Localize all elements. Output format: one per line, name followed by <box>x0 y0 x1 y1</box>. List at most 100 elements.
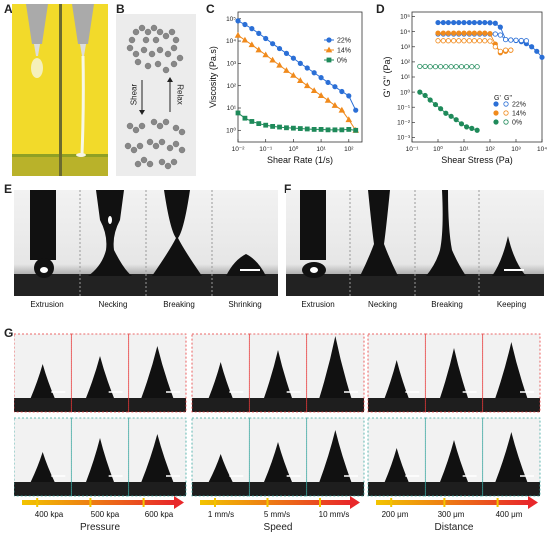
gprime-point <box>487 30 493 37</box>
panel-label-d: D <box>376 2 385 16</box>
legend-marker-gprime <box>493 119 499 125</box>
legend-marker-gdoubleprime <box>503 101 509 107</box>
data-point <box>297 60 303 66</box>
panel-b-schematic-svg <box>124 24 186 170</box>
tick-speed-3: 10 mm/s <box>318 510 350 519</box>
gdoubleprime-point <box>464 64 470 70</box>
gdoubleprime-point <box>482 38 488 44</box>
printed-droplet <box>495 342 528 398</box>
caption-shrinking: Shrinking <box>228 300 262 309</box>
y-tick-label: 10³ <box>401 44 411 51</box>
data-point <box>262 51 269 58</box>
gprime-point <box>453 117 459 123</box>
group-arrow-head <box>350 496 360 509</box>
data-point <box>276 45 283 52</box>
data-point <box>249 26 255 32</box>
legend-marker-gdoubleprime <box>503 119 509 125</box>
panel-f-sequence: Extrusion Necking Breaking Keeping <box>286 190 544 312</box>
legend-marker <box>326 37 332 43</box>
data-point <box>318 127 324 132</box>
panel-e-frames-svg <box>14 190 278 296</box>
legend-label: 0% <box>337 58 347 65</box>
g-frame-border <box>128 333 187 413</box>
tick-distance-1: 200 μm <box>381 510 409 519</box>
gprime-point <box>487 20 493 26</box>
x-axis-label: Shear Rate (1/s) <box>267 155 333 165</box>
panel-a-nozzles-svg <box>12 4 108 176</box>
x-tick-label: 10⁻¹ <box>406 146 420 153</box>
x-tick-label: 10¹ <box>459 146 469 153</box>
legend-label: 0% <box>512 120 522 127</box>
gprime-point <box>482 30 488 36</box>
g-frame-border <box>70 417 130 497</box>
g-frame-border <box>191 333 250 413</box>
gdoubleprime-point <box>508 47 514 53</box>
caption-breaking: Breaking <box>163 300 195 309</box>
printed-droplet <box>440 348 468 398</box>
gprime-line-0% <box>419 91 478 131</box>
tick-distance-2: 300 μm <box>437 510 465 519</box>
plot-frame <box>411 11 543 143</box>
panel-b-shear-label: Shear <box>129 83 139 106</box>
gprime-point <box>477 30 483 36</box>
panel-label-a: A <box>4 2 13 16</box>
printed-droplet <box>384 448 409 482</box>
printed-droplet <box>86 356 114 398</box>
legend-label: 14% <box>512 111 526 118</box>
data-point <box>242 21 248 28</box>
panel-label-g: G <box>4 326 14 340</box>
gdoubleprime-point <box>492 31 498 37</box>
g-frame-border <box>482 333 541 413</box>
caption-extrusion: Extrusion <box>30 300 64 309</box>
group-arrow-shaft <box>200 500 350 505</box>
caption-necking: Necking <box>98 300 128 309</box>
gprime-point <box>451 19 457 26</box>
data-point <box>311 70 317 76</box>
printed-droplet <box>495 432 528 482</box>
y-tick-label: 10⁻³ <box>397 135 411 142</box>
printed-droplet <box>86 438 114 482</box>
gprime-point <box>445 19 451 26</box>
gprime-point <box>471 19 477 26</box>
printed-droplet <box>384 360 409 398</box>
data-point <box>242 115 248 121</box>
g-frame-border <box>367 333 426 413</box>
gdoubleprime-point <box>497 48 503 54</box>
panel-b-relax-label: Relax <box>175 84 185 105</box>
gprime-point <box>422 92 428 99</box>
x-tick-label: 10² <box>485 146 495 153</box>
gprime-point <box>497 24 503 30</box>
panel-label-b: B <box>116 2 125 16</box>
data-point <box>346 127 352 132</box>
legend-header-gprime: G' <box>494 95 501 102</box>
gprime-point <box>451 30 457 36</box>
gdoubleprime-point <box>458 64 465 70</box>
y-tick-label: 10¹ <box>401 74 411 81</box>
g-frame-substrate <box>14 398 186 412</box>
gprime-point <box>443 110 449 116</box>
data-point <box>339 88 345 95</box>
gdoubleprime-point <box>469 64 475 70</box>
gprime-point <box>461 30 467 36</box>
data-point <box>332 127 338 133</box>
panel-g-arrows-svg <box>22 496 538 509</box>
gdoubleprime-point <box>443 64 449 70</box>
legend-marker <box>326 57 332 63</box>
gdoubleprime-point <box>503 47 509 53</box>
y-axis-label: Viscosity (Pa.s) <box>208 46 218 108</box>
data-point <box>332 84 338 90</box>
gprime-point <box>477 19 483 26</box>
printed-droplet <box>30 452 55 482</box>
caption-extrusion: Extrusion <box>301 300 335 309</box>
data-point <box>249 119 255 124</box>
gprime-point <box>529 44 535 50</box>
caption-keeping: Keeping <box>496 300 527 309</box>
tick-pressure-1: 400 kpa <box>34 510 64 519</box>
x-tick-label: 10⁰ <box>433 145 443 153</box>
panel-label-f: F <box>284 182 292 196</box>
data-point <box>283 50 290 56</box>
gdoubleprime-point <box>422 63 428 70</box>
y-tick-label: 10⁰ <box>226 127 236 135</box>
x-tick-label: 10² <box>344 146 354 153</box>
data-point <box>318 75 324 81</box>
